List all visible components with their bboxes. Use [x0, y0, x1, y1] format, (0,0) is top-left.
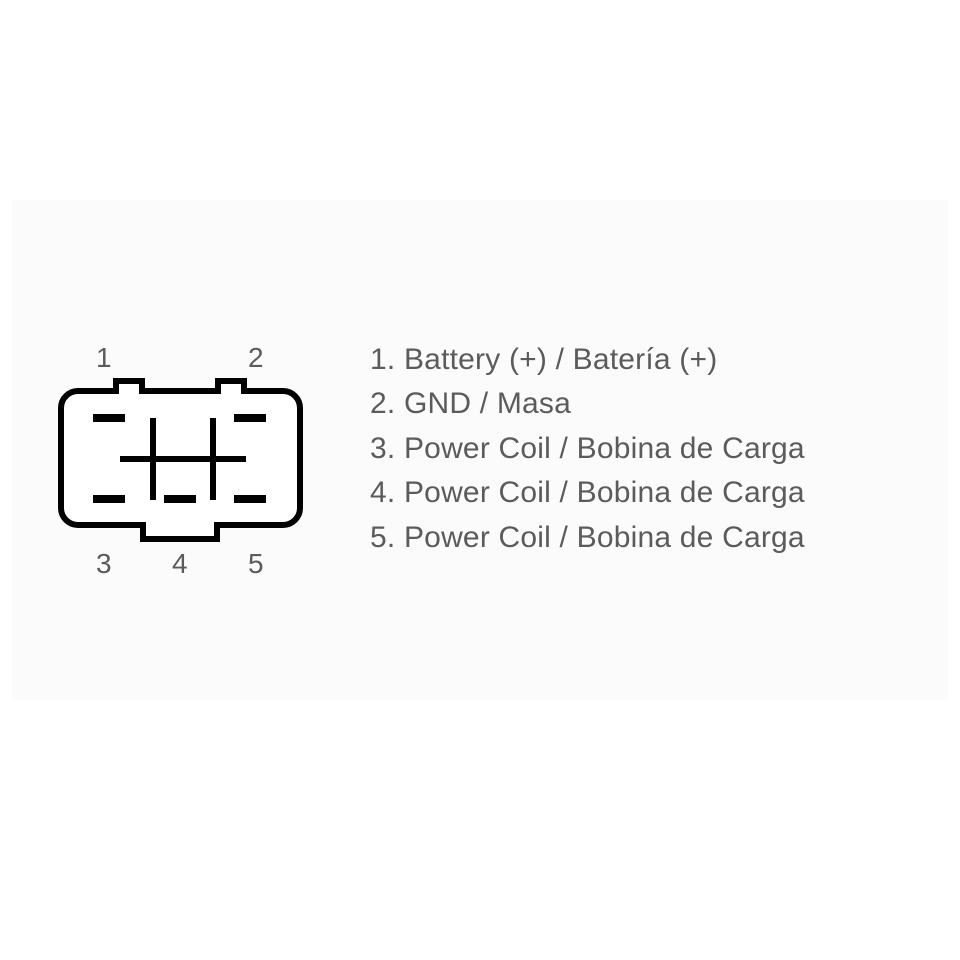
legend-label: Battery (+) / Batería (+) [404, 343, 717, 376]
legend-row-1: 1. Battery (+) / Batería (+) [370, 338, 805, 382]
pinout-legend: 1. Battery (+) / Batería (+) 2. GND / Ma… [370, 338, 805, 560]
legend-row-5: 5. Power Coil / Bobina de Carga [370, 516, 805, 560]
legend-num: 2. [370, 387, 395, 420]
canvas: 1 2 3 4 5 1. Battery (+) / Batería (+) 2… [0, 0, 960, 960]
legend-row-4: 4. Power Coil / Bobina de Carga [370, 471, 805, 515]
tab-mask [221, 388, 241, 394]
connector-pin-1 [93, 414, 125, 422]
pin-label-5: 5 [248, 548, 264, 580]
legend-label: Power Coil / Bobina de Carga [404, 521, 805, 554]
pin-label-4: 4 [172, 548, 188, 580]
connector-inner-guide [120, 456, 246, 462]
pin-label-3: 3 [96, 548, 112, 580]
legend-label: GND / Masa [404, 387, 571, 420]
tab-mask [146, 522, 214, 528]
legend-row-2: 2. GND / Masa [370, 382, 805, 426]
pin-label-2: 2 [248, 342, 264, 374]
legend-label: Power Coil / Bobina de Carga [404, 476, 805, 509]
legend-row-3: 3. Power Coil / Bobina de Carga [370, 427, 805, 471]
pin-label-1: 1 [96, 342, 112, 374]
connector-pin-3 [93, 495, 125, 503]
legend-label: Power Coil / Bobina de Carga [404, 432, 805, 465]
legend-num: 3. [370, 432, 395, 465]
legend-num: 4. [370, 476, 395, 509]
legend-num: 1. [370, 343, 395, 376]
connector-pin-5 [234, 495, 266, 503]
connector-pin-4 [164, 495, 196, 503]
connector-pin-2 [234, 414, 266, 422]
legend-num: 5. [370, 521, 395, 554]
tab-mask [119, 388, 139, 394]
